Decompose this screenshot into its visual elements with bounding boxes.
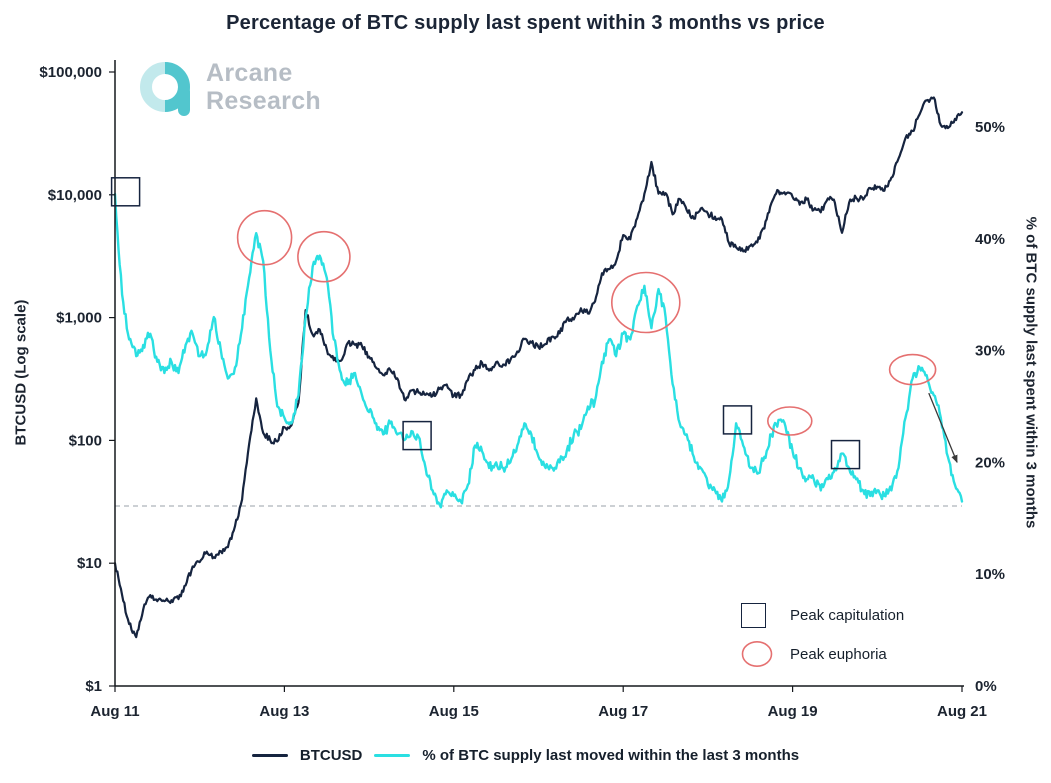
peak-euphoria-ellipse-icon <box>741 641 773 667</box>
price-tick-label: $10 <box>77 555 102 572</box>
annotation-legend-row-capitulation: Peak capitulation <box>741 600 904 630</box>
x-tick-label: Aug 15 <box>429 703 479 720</box>
price-tick-label: $1 <box>85 678 102 695</box>
pct-tick-label: 50% <box>975 119 1005 136</box>
trend-arrow <box>928 392 958 464</box>
price-tick-label: $100 <box>69 432 102 449</box>
capitulation-square <box>110 177 141 207</box>
capitulation-square <box>830 439 861 470</box>
peak-capitulation-label: Peak capitulation <box>790 606 905 624</box>
peak-capitulation-square-icon <box>741 602 766 628</box>
euphoria-circle <box>610 271 681 334</box>
watermark-line2: Research <box>206 87 321 115</box>
btcusd-series-line <box>113 96 964 639</box>
x-tick-label: Aug 21 <box>937 703 987 720</box>
euphoria-circle <box>766 406 813 436</box>
supply-legend-label: % of BTC supply last moved within the la… <box>422 747 800 764</box>
capitulation-icon-cell <box>741 602 790 628</box>
euphoria-circle <box>888 353 937 386</box>
pct-tick-label: 30% <box>975 343 1005 360</box>
x-tick-label: Aug 19 <box>768 703 818 720</box>
supply-series-line <box>113 192 964 509</box>
arcane-logo-icon <box>140 62 190 116</box>
pct-tick-label: 0% <box>975 678 997 695</box>
watermark: Arcane Research <box>138 56 321 118</box>
price-tick-label: $100,000 <box>39 64 102 81</box>
capitulation-square <box>722 405 753 435</box>
watermark-line1: Arcane <box>206 59 293 87</box>
chart-legend: BTCUSD % of BTC supply last moved within… <box>0 747 1051 764</box>
price-tick-label: $10,000 <box>48 187 102 204</box>
pct-tick-label: 40% <box>975 231 1005 248</box>
x-tick-label: Aug 17 <box>598 703 648 720</box>
chart-title: Percentage of BTC supply last spent with… <box>226 12 825 34</box>
btcusd-line-swatch <box>251 754 288 757</box>
pct-tick-label: 10% <box>975 566 1005 583</box>
annotation-legend-row-euphoria: Peak euphoria <box>741 639 904 669</box>
capitulation-square <box>402 420 432 451</box>
annotation-legend: Peak capitulation Peak euphoria <box>741 600 904 678</box>
x-tick-label: Aug 11 <box>90 703 139 720</box>
supply-line-swatch <box>374 754 411 757</box>
price-tick-label: $1,000 <box>56 310 102 327</box>
euphoria-circle <box>236 209 293 266</box>
euphoria-circle <box>297 230 351 283</box>
peak-euphoria-label: Peak euphoria <box>790 645 887 663</box>
btcusd-legend-label: BTCUSD <box>299 747 363 764</box>
euphoria-icon-cell <box>741 640 790 668</box>
watermark-text: Arcane Research <box>206 59 321 115</box>
x-tick-label: Aug 13 <box>259 703 309 720</box>
pct-tick-label: 20% <box>975 454 1005 471</box>
